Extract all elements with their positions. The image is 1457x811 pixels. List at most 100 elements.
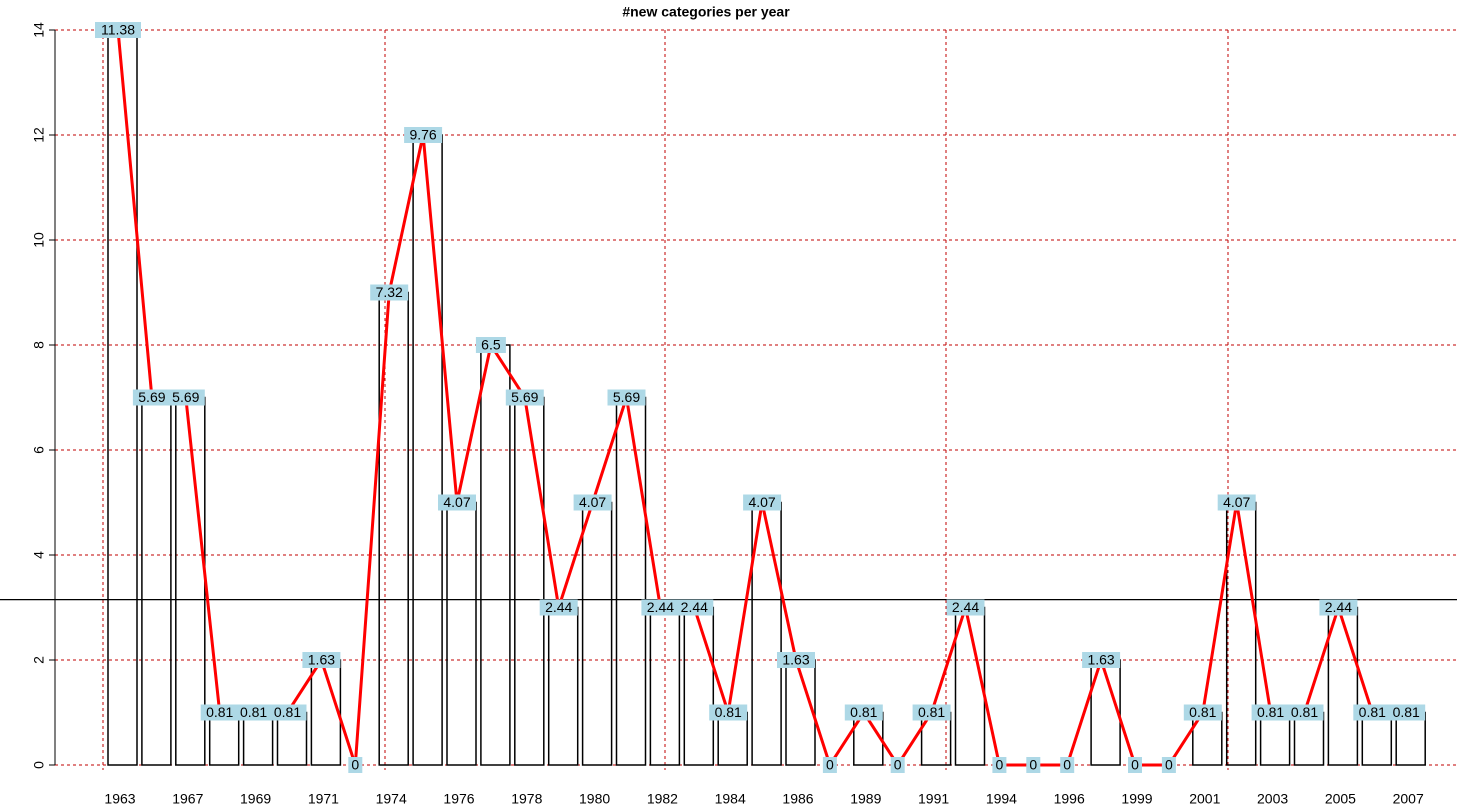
- label-box: [1026, 757, 1041, 773]
- x-tick-label: 1984: [715, 791, 746, 807]
- value-label: 5.69: [613, 389, 640, 405]
- value-label: 0.81: [1257, 704, 1284, 720]
- value-label: 4.07: [443, 494, 470, 510]
- label-box: [1251, 704, 1290, 721]
- value-label: 0.81: [206, 704, 233, 720]
- label-box: [1161, 757, 1176, 773]
- label-box: [1319, 599, 1358, 616]
- value-label: 0: [996, 757, 1004, 773]
- y-tick-label: 14: [31, 22, 47, 38]
- label-box: [268, 704, 307, 721]
- x-tick-label: 1974: [376, 791, 407, 807]
- value-label: 9.76: [409, 127, 436, 143]
- y-tick-label: 6: [31, 446, 47, 454]
- label-box: [505, 389, 544, 406]
- bar: [446, 501, 477, 766]
- label-box: [539, 599, 578, 616]
- value-label: 0: [1165, 757, 1173, 773]
- bar: [1327, 606, 1359, 766]
- value-label: 0.81: [1291, 704, 1318, 720]
- bar: [141, 396, 172, 766]
- label-box: [1353, 704, 1392, 721]
- value-label: 0: [1131, 757, 1139, 773]
- value-label: 0.81: [240, 704, 267, 720]
- value-label: 0.81: [1189, 704, 1216, 720]
- y-tick-label: 2: [31, 656, 47, 664]
- value-label: 0: [1029, 757, 1037, 773]
- label-box: [200, 704, 239, 721]
- x-tick-label: 2003: [1257, 791, 1288, 807]
- value-label: 0: [894, 757, 902, 773]
- value-label: 2.44: [647, 599, 674, 615]
- value-label: 5.69: [511, 389, 538, 405]
- label-box: [709, 704, 748, 721]
- value-label: 2.44: [681, 599, 708, 615]
- bar: [683, 606, 715, 766]
- label-box: [890, 757, 905, 773]
- value-label: 4.07: [579, 494, 606, 510]
- x-tick-label: 1976: [443, 791, 474, 807]
- label-box: [95, 22, 141, 38]
- label-box: [1285, 704, 1324, 721]
- value-label: 1.63: [1087, 652, 1114, 668]
- value-label: 7.32: [376, 284, 403, 300]
- label-box: [1128, 757, 1142, 773]
- x-tick-label: 1963: [104, 791, 135, 807]
- label-box: [777, 652, 815, 668]
- label-box: [348, 757, 363, 773]
- value-label: 2.44: [1325, 599, 1352, 615]
- label-box: [1082, 652, 1121, 668]
- x-tick-label: 1967: [172, 791, 203, 807]
- x-tick-label: 2001: [1189, 791, 1220, 807]
- label-box: [438, 494, 476, 511]
- x-tick-label: 1980: [579, 791, 610, 807]
- label-box: [946, 599, 985, 616]
- bar: [581, 501, 613, 766]
- x-tick-label: 1996: [1054, 791, 1085, 807]
- value-label: 6.5: [481, 337, 501, 353]
- value-label: 4.07: [748, 494, 775, 510]
- bar: [615, 396, 647, 766]
- x-tick-label: 1978: [511, 791, 542, 807]
- x-tick-label: 2005: [1325, 791, 1356, 807]
- value-label: 0: [1063, 757, 1071, 773]
- value-label: 4.07: [1223, 494, 1250, 510]
- value-label: 11.38: [101, 22, 135, 38]
- label-box: [822, 757, 837, 773]
- bar: [547, 606, 579, 766]
- label-box: [1387, 704, 1426, 721]
- label-box: [404, 127, 443, 143]
- x-tick-label: 1999: [1121, 791, 1152, 807]
- value-label: 0.81: [274, 704, 301, 720]
- label-box: [132, 389, 171, 406]
- x-tick-label: 1994: [986, 791, 1017, 807]
- chart-title: #new categories per year: [622, 4, 790, 20]
- x-tick-label: 1982: [647, 791, 678, 807]
- label-box: [166, 389, 205, 406]
- label-box: [992, 757, 1007, 773]
- x-tick-label: 1969: [240, 791, 271, 807]
- label-box: [573, 494, 612, 511]
- value-label: 1.63: [782, 652, 809, 668]
- value-label: 5.69: [172, 389, 199, 405]
- value-label: 0: [351, 757, 359, 773]
- value-label: 0: [826, 757, 834, 773]
- value-label: 5.69: [138, 389, 165, 405]
- vertical-grid: [102, 30, 1229, 770]
- y-tick-label: 12: [31, 127, 47, 143]
- label-box: [607, 389, 646, 406]
- value-label: 2.44: [952, 599, 979, 615]
- bar: [514, 396, 545, 766]
- label-box: [370, 284, 409, 301]
- label-box: [844, 704, 883, 721]
- value-label: 2.44: [545, 599, 572, 615]
- value-label: 0.81: [918, 704, 945, 720]
- label-box: [912, 704, 951, 721]
- label-box: [302, 652, 341, 668]
- x-tick-label: 1991: [918, 791, 949, 807]
- value-label: 0.81: [850, 704, 877, 720]
- label-box: [1183, 704, 1222, 721]
- label-box: [641, 599, 680, 616]
